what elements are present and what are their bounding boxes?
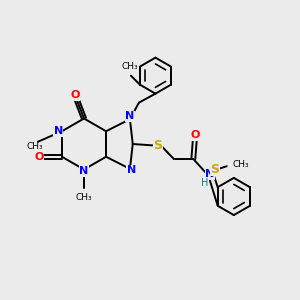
Text: CH₃: CH₃ bbox=[121, 62, 138, 71]
Text: H: H bbox=[201, 178, 208, 188]
Text: N: N bbox=[54, 126, 63, 136]
Text: CH₃: CH₃ bbox=[232, 160, 249, 169]
Text: N: N bbox=[205, 169, 214, 179]
Text: O: O bbox=[70, 90, 80, 100]
Text: CH₃: CH₃ bbox=[76, 193, 92, 202]
Text: N: N bbox=[125, 111, 135, 121]
Text: N: N bbox=[127, 165, 136, 176]
Text: S: S bbox=[210, 163, 219, 176]
Text: O: O bbox=[190, 130, 200, 140]
Text: S: S bbox=[153, 139, 162, 152]
Text: N: N bbox=[80, 166, 88, 176]
Text: CH₃: CH₃ bbox=[27, 142, 43, 151]
Text: O: O bbox=[34, 152, 44, 162]
